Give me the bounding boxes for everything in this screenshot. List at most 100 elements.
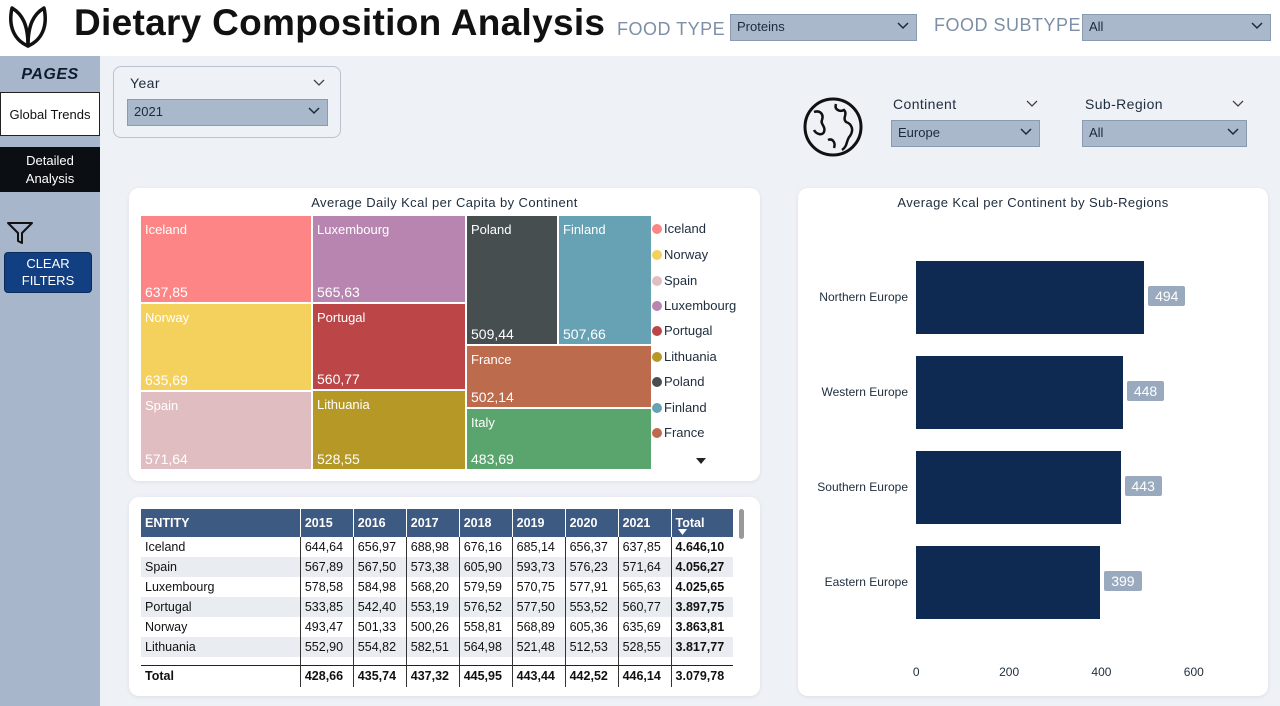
treemap-tile-poland[interactable]: Poland 509,44 — [466, 215, 558, 345]
treemap-tile-italy[interactable]: Italy 483,69 — [466, 408, 652, 470]
treemap-tile-portugal[interactable]: Portugal 560,77 — [312, 303, 466, 390]
legend-item[interactable]: Spain — [652, 273, 697, 288]
bar-data-label: 448 — [1126, 380, 1165, 401]
table-row[interactable]: Lithuania 552,90 554,82 582,51 564,98 521,48 5… — [141, 637, 733, 657]
chevron-down-icon[interactable] — [312, 75, 326, 89]
table-row-partial — [141, 657, 733, 665]
value-cell: 637,85 — [618, 537, 672, 557]
value-cell: 568,20 — [406, 577, 460, 597]
chevron-down-icon[interactable] — [1231, 96, 1245, 110]
clear-filters-button[interactable]: CLEAR FILTERS — [4, 252, 92, 293]
leaf-logo-icon — [9, 6, 47, 48]
legend-dot — [652, 250, 662, 260]
legend-label: Luxembourg — [664, 298, 737, 313]
value-cell: 577,91 — [565, 577, 619, 597]
table-total-row: Total 428,66 435,74 437,32 445,95 443,44 442,5… — [141, 664, 733, 687]
column-header[interactable]: 2017 — [406, 509, 460, 537]
x-axis-tick-label: 400 — [1091, 665, 1112, 679]
food-type-dropdown[interactable]: Proteins — [730, 14, 917, 41]
legend-item[interactable]: Norway — [652, 247, 708, 262]
tile-name: Portugal — [317, 310, 366, 325]
detailed-analysis-button[interactable]: Detailed Analysis — [0, 147, 100, 192]
value-cell: 3.863,81 — [675, 620, 725, 634]
sort-descending-icon — [677, 529, 687, 535]
bar[interactable] — [916, 261, 1145, 334]
table-row[interactable]: Luxembourg 578,58 584,98 568,20 579,59 570,75… — [141, 577, 733, 597]
empty-cell — [353, 657, 407, 665]
table-row[interactable]: Iceland 644,64 656,97 688,98 676,16 685,14 656… — [141, 537, 733, 557]
global-trends-button[interactable]: Global Trends — [0, 92, 100, 136]
treemap-tile-iceland[interactable]: Iceland 637,85 — [140, 215, 312, 303]
year-dropdown[interactable]: 2021 — [127, 99, 328, 126]
total-cell: 445,95 — [459, 664, 513, 687]
value-cell: 4.646,10 — [675, 540, 725, 554]
treemap-tile-luxembourg[interactable]: Luxembourg 565,63 — [312, 215, 466, 303]
value-cell: 533,85 — [300, 597, 354, 617]
value-cell: 579,59 — [459, 577, 513, 597]
bar[interactable] — [916, 451, 1121, 524]
bar[interactable] — [916, 356, 1123, 429]
legend-label: Iceland — [664, 221, 706, 236]
bar[interactable] — [916, 546, 1101, 619]
tile-name: Lithuania — [317, 397, 370, 412]
table-row[interactable]: Spain 567,89 567,50 573,38 605,90 593,73 576,2… — [141, 557, 733, 577]
legend-scroll-down-icon[interactable] — [695, 457, 707, 465]
subregion-dropdown[interactable]: All — [1082, 120, 1247, 147]
legend-item[interactable]: France — [652, 425, 704, 440]
legend-item[interactable]: Finland — [652, 400, 707, 415]
value-cell: 553,52 — [565, 597, 619, 617]
total-cell: 446,14 — [618, 664, 672, 687]
continent-dropdown[interactable]: Europe — [891, 120, 1040, 147]
value-cell: 656,97 — [353, 537, 407, 557]
chevron-down-icon — [308, 107, 320, 115]
column-header[interactable]: 2015 — [300, 509, 354, 537]
column-header-total[interactable]: Total — [671, 509, 733, 537]
tile-name: Iceland — [145, 222, 187, 237]
detailed-analysis-label: Detailed Analysis — [25, 152, 75, 186]
tile-name: Poland — [471, 222, 512, 237]
table-row[interactable]: Portugal 533,85 542,40 553,19 576,52 577,50 55… — [141, 597, 733, 617]
treemap-tile-spain[interactable]: Spain 571,64 — [140, 391, 312, 470]
food-subtype-dropdown[interactable]: All — [1082, 14, 1271, 41]
treemap-title: Average Daily Kcal per Capita by Contine… — [311, 195, 578, 210]
empty-cell — [141, 657, 301, 665]
column-header-label: Total — [675, 516, 705, 530]
treemap-tile-norway[interactable]: Norway 635,69 — [140, 303, 312, 391]
column-header[interactable]: 2018 — [459, 509, 513, 537]
table-row[interactable]: Norway 493,47 501,33 500,26 558,81 568,89 605,… — [141, 617, 733, 637]
legend-label: Norway — [664, 247, 709, 262]
chevron-down-icon[interactable] — [1025, 96, 1039, 110]
column-header[interactable]: ENTITY — [141, 509, 301, 537]
column-header[interactable]: 2020 — [565, 509, 619, 537]
column-header[interactable]: 2016 — [353, 509, 407, 537]
legend-item[interactable]: Luxembourg — [652, 298, 736, 313]
legend-item[interactable]: Portugal — [652, 323, 712, 338]
food-subtype-value: All — [1089, 19, 1104, 34]
treemap-card: Average Daily Kcal per Capita by Contine… — [129, 188, 760, 481]
column-header[interactable]: 2019 — [512, 509, 566, 537]
legend-dot — [652, 326, 662, 336]
table-scrollbar[interactable] — [739, 509, 744, 539]
empty-cell — [300, 657, 354, 665]
entity-cell: Iceland — [141, 537, 301, 557]
clear-filters-label: CLEAR FILTERS — [21, 255, 75, 288]
legend-label: Spain — [664, 273, 698, 288]
year-value: 2021 — [134, 104, 163, 119]
legend-item[interactable]: Poland — [652, 374, 704, 389]
legend-item[interactable]: Lithuania — [652, 349, 717, 364]
total-cell: 3.079,78 — [671, 664, 733, 687]
bar-category-label: Northern Europe — [819, 289, 908, 304]
value-cell: 565,63 — [618, 577, 672, 597]
value-cell: 528,55 — [618, 637, 672, 657]
legend-dot — [652, 276, 662, 286]
value-cell: 571,64 — [618, 557, 672, 577]
treemap-tile-lithuania[interactable]: Lithuania 528,55 — [312, 390, 466, 470]
value-cell: 573,38 — [406, 557, 460, 577]
x-axis-tick-label: 200 — [999, 665, 1020, 679]
value-cell: 568,89 — [512, 617, 566, 637]
legend-item[interactable]: Iceland — [652, 221, 706, 236]
treemap-tile-france[interactable]: France 502,14 — [466, 345, 652, 408]
column-header[interactable]: 2021 — [618, 509, 672, 537]
treemap-tile-finland[interactable]: Finland 507,66 — [558, 215, 652, 345]
total-cell: 437,32 — [406, 664, 460, 687]
